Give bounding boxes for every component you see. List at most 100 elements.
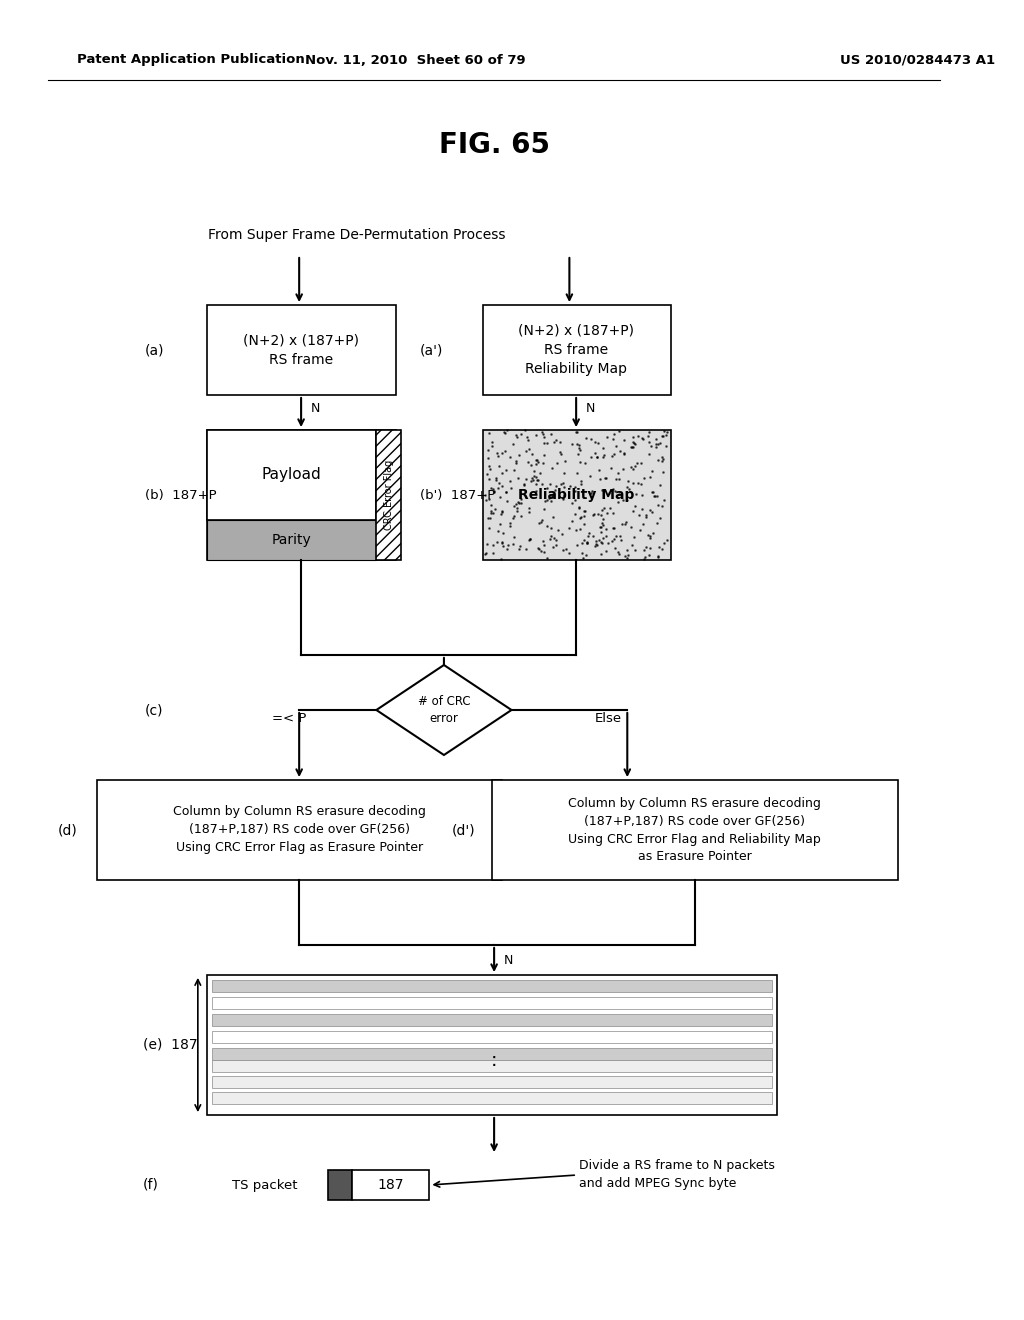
Point — [477, 484, 494, 506]
Point — [556, 484, 572, 506]
Point — [595, 528, 611, 549]
Text: (a): (a) — [144, 343, 164, 356]
Point — [512, 488, 528, 510]
Point — [506, 459, 522, 480]
Point — [623, 437, 639, 458]
Point — [596, 467, 612, 488]
Point — [539, 433, 555, 454]
Point — [628, 483, 644, 504]
Point — [604, 502, 621, 523]
Point — [480, 455, 497, 477]
Point — [513, 424, 529, 445]
Point — [520, 438, 537, 459]
Point — [505, 433, 521, 454]
Point — [569, 535, 586, 556]
Text: N: N — [504, 953, 513, 966]
Point — [658, 436, 675, 457]
Point — [542, 474, 558, 495]
Point — [624, 535, 640, 556]
Point — [563, 434, 580, 455]
Point — [522, 528, 539, 549]
Point — [571, 519, 588, 540]
Point — [646, 486, 663, 507]
Point — [508, 494, 524, 515]
Point — [615, 429, 632, 450]
Text: N: N — [586, 401, 595, 414]
Point — [494, 502, 510, 523]
Point — [599, 502, 615, 523]
Point — [548, 535, 564, 556]
Point — [488, 469, 505, 490]
Point — [585, 504, 601, 525]
Point — [649, 494, 666, 515]
Point — [497, 421, 513, 442]
Point — [641, 421, 657, 442]
Point — [658, 424, 675, 445]
Point — [623, 516, 639, 537]
Point — [625, 500, 641, 521]
Point — [647, 486, 664, 507]
Point — [604, 429, 621, 450]
Point — [495, 442, 511, 463]
Point — [532, 540, 549, 561]
Point — [605, 479, 622, 500]
Text: Parity: Parity — [271, 533, 311, 546]
Point — [610, 541, 627, 562]
Point — [595, 446, 611, 467]
Point — [520, 430, 537, 451]
Point — [571, 440, 588, 461]
Point — [573, 533, 590, 554]
Point — [561, 517, 578, 539]
Point — [482, 458, 499, 479]
Point — [611, 525, 628, 546]
Point — [546, 527, 562, 548]
Point — [616, 513, 633, 535]
Point — [481, 469, 498, 490]
Point — [625, 426, 641, 447]
FancyBboxPatch shape — [493, 780, 897, 880]
Point — [572, 470, 589, 491]
Point — [629, 453, 645, 474]
Point — [543, 525, 559, 546]
Point — [490, 455, 507, 477]
Point — [557, 539, 573, 560]
Point — [644, 482, 660, 503]
Point — [480, 508, 497, 529]
FancyBboxPatch shape — [212, 1014, 772, 1026]
Text: (a'): (a') — [420, 343, 443, 356]
Point — [516, 474, 532, 495]
Point — [575, 506, 592, 527]
Point — [488, 467, 505, 488]
Point — [592, 516, 608, 537]
Point — [556, 462, 572, 483]
Point — [529, 449, 546, 470]
Point — [506, 506, 522, 527]
Point — [567, 490, 584, 511]
Point — [517, 420, 534, 441]
Point — [637, 546, 653, 568]
Point — [495, 500, 511, 521]
Text: =< P: =< P — [272, 711, 307, 725]
Point — [654, 461, 671, 482]
Point — [509, 498, 525, 519]
Point — [552, 432, 568, 453]
Point — [645, 521, 662, 543]
Point — [544, 487, 560, 508]
Point — [596, 445, 612, 466]
Point — [638, 504, 654, 525]
Point — [502, 512, 518, 533]
Point — [611, 483, 628, 504]
Point — [552, 474, 568, 495]
Point — [539, 516, 555, 537]
Point — [649, 546, 666, 568]
Point — [536, 444, 552, 465]
Point — [483, 436, 500, 457]
Point — [574, 543, 591, 564]
Point — [484, 535, 501, 556]
Point — [595, 437, 611, 458]
Point — [614, 459, 631, 480]
Point — [603, 531, 620, 552]
Point — [508, 450, 524, 471]
Point — [498, 422, 514, 444]
Text: (d'): (d') — [452, 822, 475, 837]
